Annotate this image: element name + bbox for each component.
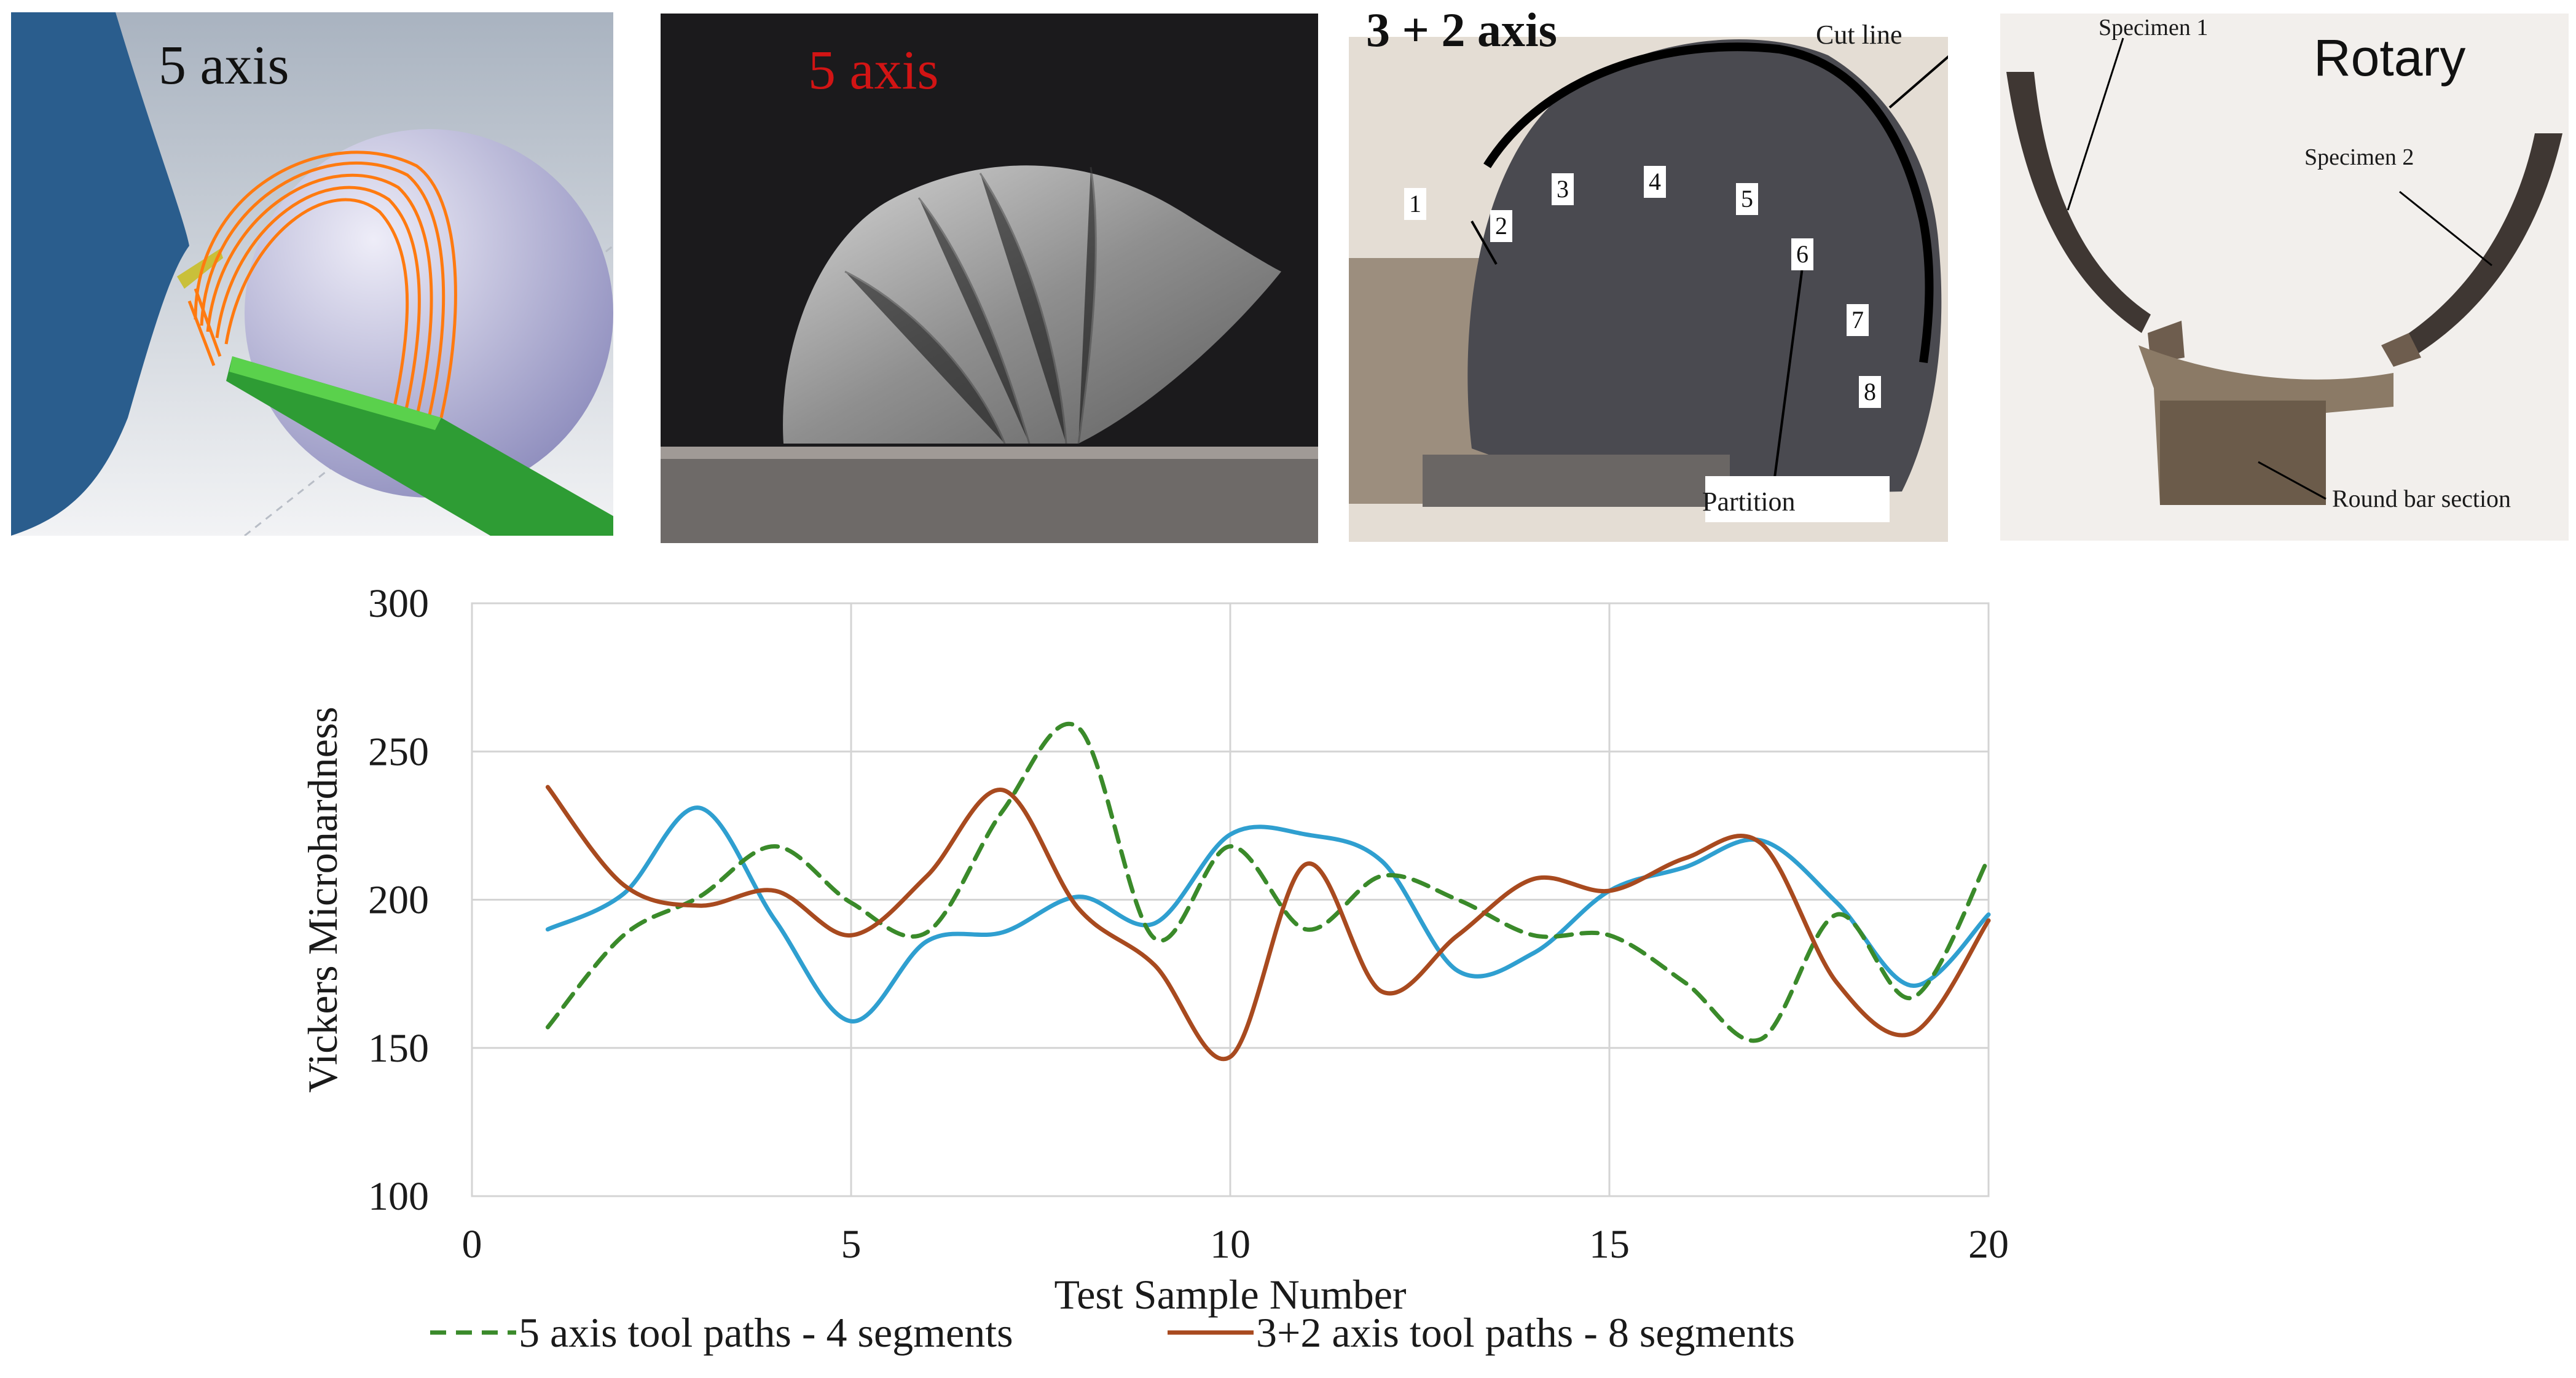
segment-number: 8 bbox=[1859, 376, 1881, 408]
segment-number: 2 bbox=[1490, 210, 1512, 242]
series-line-2 bbox=[545, 805, 1991, 1024]
panel-title-3plus2: 3 + 2 axis bbox=[1366, 3, 1557, 57]
y-tick-label: 250 bbox=[368, 729, 429, 774]
segment-number: 4 bbox=[1644, 166, 1666, 198]
segment-number: 5 bbox=[1736, 183, 1758, 215]
y-tick-label: 300 bbox=[368, 581, 429, 626]
series-lines bbox=[545, 721, 1991, 1061]
legend-swatch-dashed bbox=[430, 1330, 516, 1335]
x-tick-label: 5 bbox=[841, 1222, 862, 1267]
segment-number: 1 bbox=[1404, 188, 1426, 220]
specimen-2-label: Specimen 2 bbox=[2304, 144, 2414, 170]
axes bbox=[471, 602, 1990, 1197]
y-tick-label: 100 bbox=[368, 1174, 429, 1219]
series-line-0 bbox=[545, 721, 1991, 1043]
round-bar-section-label: Round bar section bbox=[2332, 485, 2511, 512]
partition-label: Partition bbox=[1702, 487, 1796, 517]
x-tick-label: 0 bbox=[462, 1222, 482, 1267]
y-axis-label: Vickers Microhardness bbox=[299, 707, 346, 1093]
segment-number: 7 bbox=[1847, 304, 1869, 336]
segment-number: 3 bbox=[1552, 173, 1574, 205]
x-axis-label: Test Sample Number bbox=[1054, 1271, 1406, 1318]
legend-label: 5 axis tool paths - 4 segments bbox=[519, 1309, 1013, 1356]
segmented-hemisphere-photo bbox=[1349, 0, 1948, 542]
panel-rotary: Rotary Specimen 1 Specimen 2 Round bar s… bbox=[2000, 14, 2569, 541]
plot-frame bbox=[471, 602, 1990, 1197]
panel-title-photo: 5 axis bbox=[808, 40, 939, 101]
panel-title-cad: 5 axis bbox=[159, 35, 289, 96]
panel-3plus2-axis: 3 + 2 axis Cut line Partition 1 2 3 4 5 … bbox=[1349, 0, 1948, 542]
rotary-specimens-photo bbox=[2000, 14, 2569, 541]
segment-number: 6 bbox=[1791, 238, 1813, 270]
x-tick-label: 20 bbox=[1968, 1222, 2009, 1267]
tick-labels: 100 150 200 250 300 0 5 10 15 20 bbox=[368, 581, 2009, 1267]
y-tick-label: 150 bbox=[368, 1026, 429, 1071]
series-line-1 bbox=[545, 785, 1991, 1061]
panel-photo-5axis: 5 axis bbox=[661, 14, 1318, 543]
cad-tool-path-illustration bbox=[11, 12, 613, 536]
panel-title-rotary: Rotary bbox=[2314, 29, 2466, 87]
panel-cad-5axis: 5 axis bbox=[11, 12, 613, 536]
machined-hemisphere-photo bbox=[661, 14, 1318, 543]
x-tick-label: 15 bbox=[1589, 1222, 1630, 1267]
specimen-1-label: Specimen 1 bbox=[2099, 15, 2209, 41]
legend-label: 3+2 axis tool paths - 8 segments bbox=[1256, 1309, 1795, 1356]
hardness-line-chart: 100 150 200 250 300 0 5 10 15 20 Test Sample Numb… bbox=[299, 581, 2009, 1318]
legend-item-5axis: 5 axis tool paths - 4 segments bbox=[430, 1312, 1013, 1353]
y-tick-label: 200 bbox=[368, 878, 429, 923]
x-tick-label: 10 bbox=[1210, 1222, 1251, 1267]
legend-swatch-solid bbox=[1168, 1330, 1254, 1335]
cut-line-label: Cut line bbox=[1816, 20, 1903, 50]
grid-lines bbox=[471, 602, 1990, 1197]
legend-item-3plus2: 3+2 axis tool paths - 8 segments bbox=[1168, 1312, 1795, 1353]
